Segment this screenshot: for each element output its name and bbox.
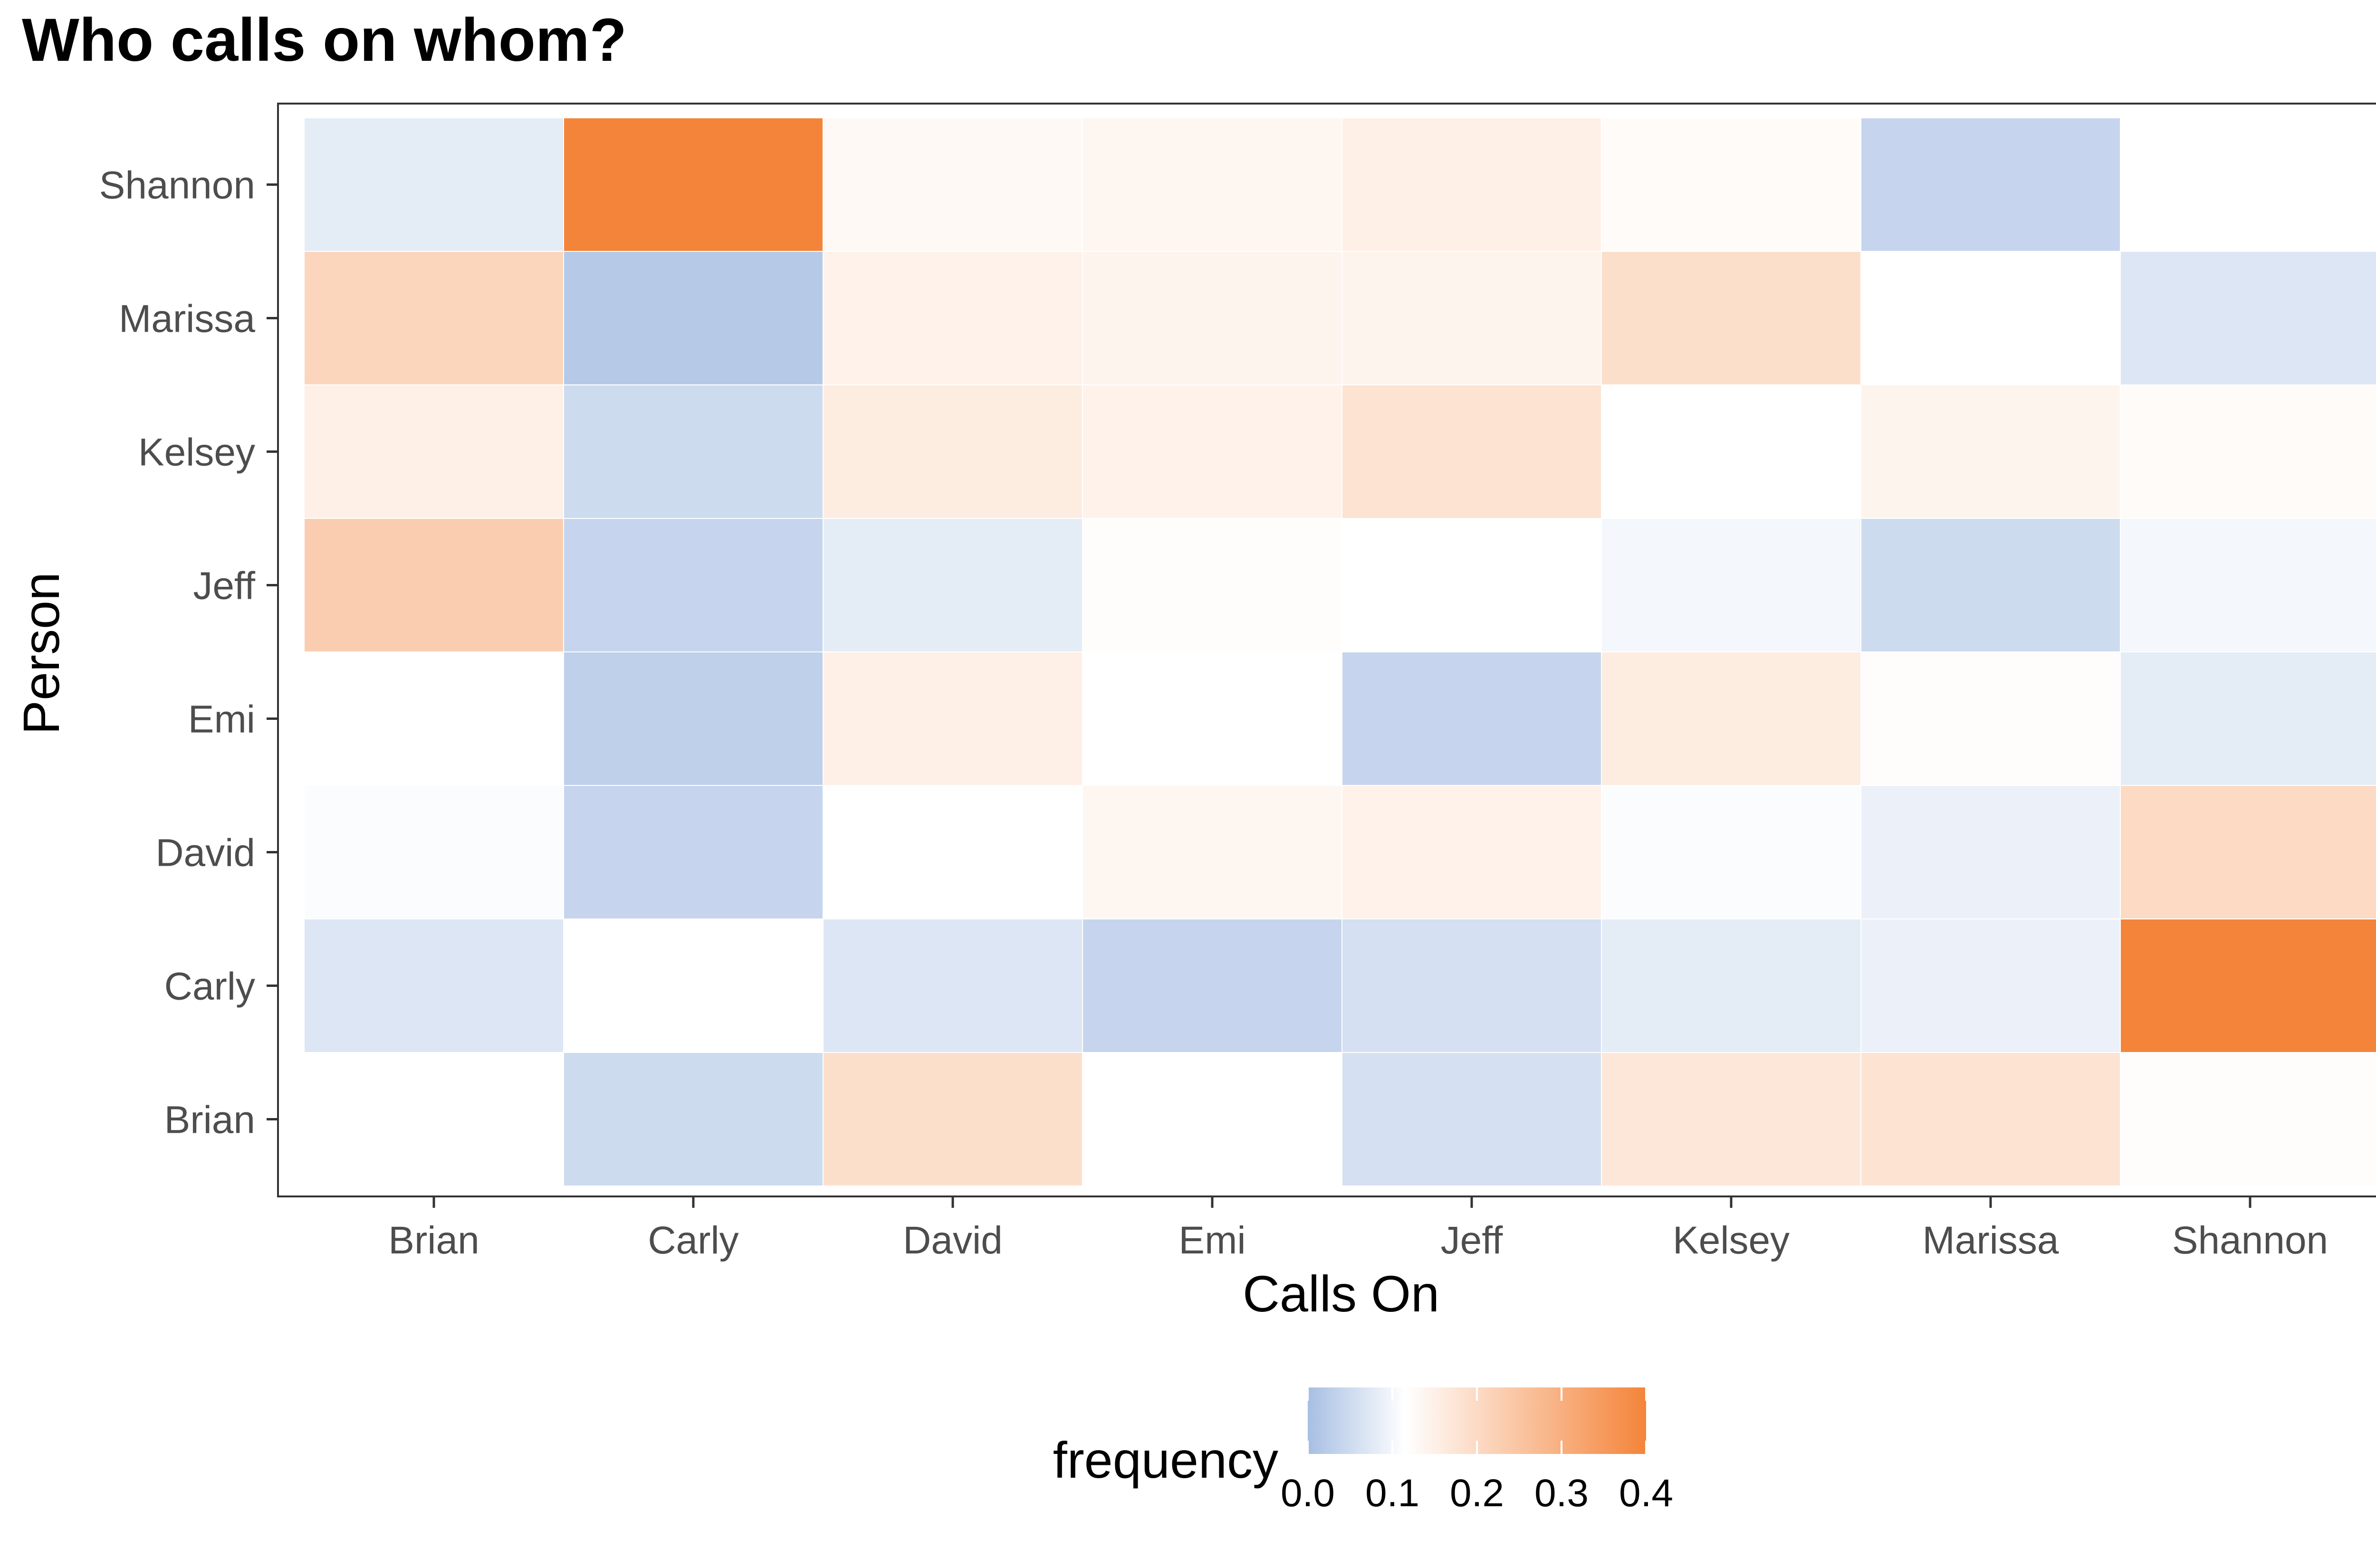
tile-carly-calls-brian: [304, 918, 564, 1053]
tile-kelsey-calls-carly: [563, 384, 824, 519]
tile-david-calls-shannon: [2120, 785, 2376, 919]
legend-tick-label: 0.4: [1619, 1472, 1673, 1515]
x-tick-label-shannon: Shannon: [2172, 1219, 2328, 1262]
legend: frequency 0.0 0.1 0.2 0.3 0.4: [1053, 1387, 1673, 1515]
y-tick-label-shannon: Shannon: [99, 164, 255, 207]
tile-marissa-calls-brian: [304, 251, 564, 385]
tile-shannon-calls-emi: [1082, 117, 1342, 252]
tile-emi-calls-marissa: [1860, 651, 2121, 786]
x-tick-label-brian: Brian: [388, 1219, 479, 1262]
tile-david-calls-marissa: [1860, 785, 2121, 919]
tile-kelsey-calls-jeff: [1341, 384, 1602, 519]
y-axis: Brian Carly David Emi Jeff Kelsey Marissa Shann…: [99, 164, 278, 1142]
y-tick-label-marissa: Marissa: [119, 297, 255, 341]
tile-emi-calls-brian: [304, 651, 564, 786]
y-tick-label-jeff: Jeff: [193, 564, 255, 608]
tile-carly-calls-shannon: [2120, 918, 2376, 1053]
tile-jeff-calls-marissa: [1860, 518, 2121, 652]
tile-emi-calls-carly: [563, 651, 824, 786]
chart-title: Who calls on whom?: [22, 6, 627, 74]
tile-emi-calls-jeff: [1341, 651, 1602, 786]
tile-carly-calls-david: [823, 918, 1083, 1053]
tile-emi-calls-shannon: [2120, 651, 2376, 786]
x-tick-label-marissa: Marissa: [1922, 1219, 2059, 1262]
tile-marissa-calls-david: [823, 251, 1083, 385]
y-tick-label-brian: Brian: [164, 1099, 255, 1142]
x-tick-label-emi: Emi: [1178, 1219, 1245, 1262]
tile-marissa-calls-jeff: [1341, 251, 1602, 385]
tile-carly-calls-kelsey: [1601, 918, 1861, 1053]
tile-brian-calls-kelsey: [1601, 1052, 1861, 1186]
tile-jeff-calls-david: [823, 518, 1083, 652]
y-tick-label-kelsey: Kelsey: [138, 431, 255, 474]
tile-carly-calls-jeff: [1341, 918, 1602, 1053]
tile-brian-calls-emi: [1082, 1052, 1342, 1186]
tile-shannon-calls-brian: [304, 117, 564, 252]
tile-jeff-calls-kelsey: [1601, 518, 1861, 652]
tile-carly-calls-emi: [1082, 918, 1342, 1053]
tile-david-calls-emi: [1082, 785, 1342, 919]
tile-brian-calls-carly: [563, 1052, 824, 1186]
tile-david-calls-brian: [304, 785, 564, 919]
x-tick-label-jeff: Jeff: [1441, 1219, 1503, 1262]
tile-brian-calls-marissa: [1860, 1052, 2121, 1186]
heatmap-tiles: [304, 117, 2376, 1186]
tile-shannon-calls-carly: [563, 117, 824, 252]
tile-shannon-calls-jeff: [1341, 117, 1602, 252]
y-tick-label-emi: Emi: [188, 698, 255, 741]
y-tick-label-david: David: [155, 832, 255, 875]
tile-jeff-calls-carly: [563, 518, 824, 652]
legend-ticks: 0.0 0.1 0.2 0.3 0.4: [1281, 1387, 1673, 1515]
x-axis-title: Calls On: [1243, 1265, 1439, 1322]
tile-brian-calls-david: [823, 1052, 1083, 1186]
tile-marissa-calls-carly: [563, 251, 824, 385]
tile-shannon-calls-marissa: [1860, 117, 2121, 252]
tile-jeff-calls-brian: [304, 518, 564, 652]
legend-title: frequency: [1053, 1431, 1278, 1489]
x-tick-label-carly: Carly: [648, 1219, 738, 1262]
tile-brian-calls-jeff: [1341, 1052, 1602, 1186]
tile-shannon-calls-kelsey: [1601, 117, 1861, 252]
tile-david-calls-carly: [563, 785, 824, 919]
tile-marissa-calls-emi: [1082, 251, 1342, 385]
tile-emi-calls-kelsey: [1601, 651, 1861, 786]
x-axis: Brian Carly David Emi Jeff Kelsey Marissa Shann…: [388, 1196, 2328, 1262]
x-tick-label-david: David: [903, 1219, 1003, 1262]
tile-marissa-calls-kelsey: [1601, 251, 1861, 385]
x-tick-label-kelsey: Kelsey: [1673, 1219, 1790, 1262]
tile-emi-calls-david: [823, 651, 1083, 786]
tile-marissa-calls-shannon: [2120, 251, 2376, 385]
legend-tick-label: 0.0: [1281, 1472, 1335, 1515]
tile-kelsey-calls-emi: [1082, 384, 1342, 519]
y-axis-title: Person: [12, 572, 70, 735]
tile-carly-calls-marissa: [1860, 918, 2121, 1053]
tile-shannon-calls-david: [823, 117, 1083, 252]
tile-jeff-calls-emi: [1082, 518, 1342, 652]
tile-kelsey-calls-david: [823, 384, 1083, 519]
y-tick-label-carly: Carly: [164, 965, 255, 1008]
tile-brian-calls-shannon: [2120, 1052, 2376, 1186]
legend-tick-label: 0.1: [1365, 1472, 1419, 1515]
legend-tick-label: 0.3: [1534, 1472, 1589, 1515]
tile-jeff-calls-shannon: [2120, 518, 2376, 652]
tile-kelsey-calls-shannon: [2120, 384, 2376, 519]
tile-david-calls-jeff: [1341, 785, 1602, 919]
tile-kelsey-calls-brian: [304, 384, 564, 519]
panel-border: [277, 103, 2376, 1197]
tile-david-calls-kelsey: [1601, 785, 1861, 919]
tile-kelsey-calls-marissa: [1860, 384, 2121, 519]
legend-tick-label: 0.2: [1450, 1472, 1504, 1515]
